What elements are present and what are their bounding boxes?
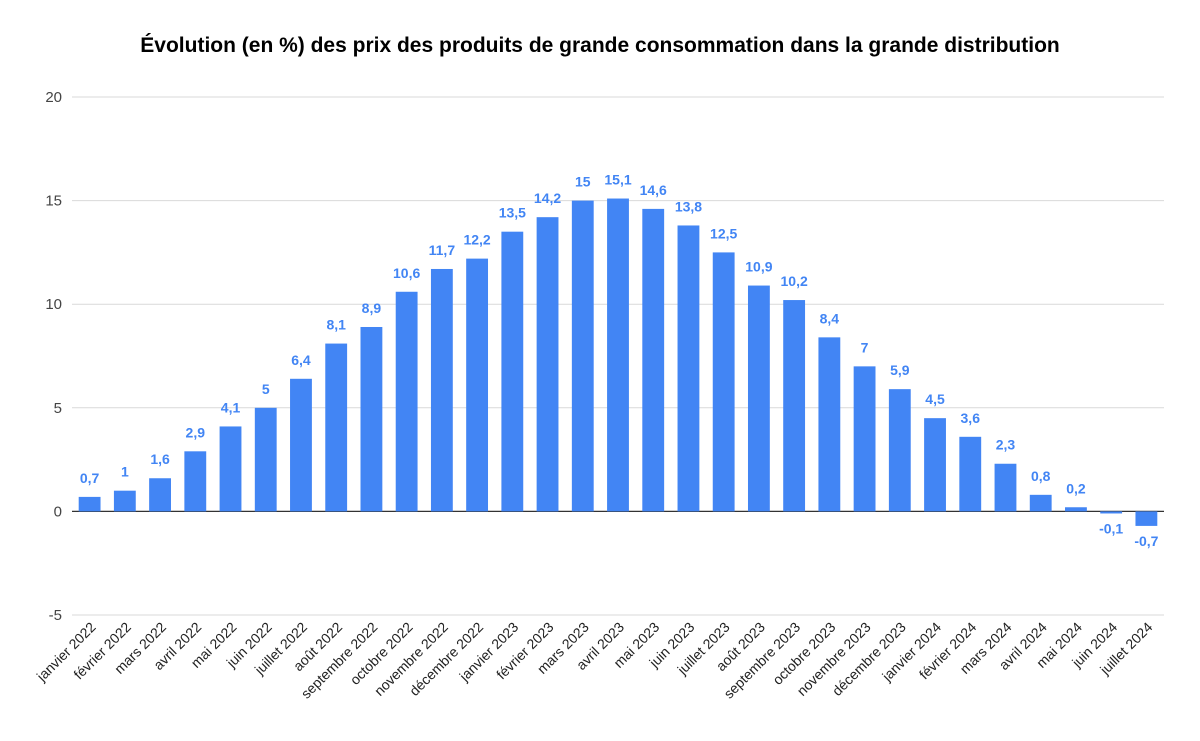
bar [360, 326, 383, 512]
bar [783, 300, 806, 512]
bar [1029, 494, 1052, 512]
bar [501, 231, 524, 512]
bar [747, 285, 770, 512]
bar [219, 426, 242, 512]
data-label: 2,9 [186, 424, 206, 440]
bar [959, 436, 982, 512]
data-label: 1,6 [150, 451, 170, 467]
data-label: 0,2 [1066, 480, 1086, 496]
data-label: 13,8 [675, 198, 702, 214]
bar [184, 451, 207, 512]
bar [571, 200, 594, 512]
data-label: 1 [121, 464, 129, 480]
data-label: 5 [262, 381, 270, 397]
data-label: 5,9 [890, 362, 910, 378]
data-label: 7 [861, 339, 869, 355]
data-label: 14,2 [534, 190, 561, 206]
data-label: 15,1 [604, 172, 631, 188]
bar [466, 258, 489, 512]
data-label: 12,5 [710, 225, 737, 241]
y-tick-label: -5 [49, 607, 62, 624]
bar [113, 490, 136, 512]
bar [254, 407, 277, 512]
data-label: 4,1 [221, 399, 241, 415]
data-label: 10,2 [781, 273, 808, 289]
data-label: 3,6 [961, 410, 981, 426]
data-label: 14,6 [640, 182, 667, 198]
bar [853, 366, 876, 512]
bar [642, 208, 665, 512]
y-tick-label: 10 [45, 296, 62, 313]
data-label: 8,1 [326, 317, 346, 333]
data-label: 13,5 [499, 205, 526, 221]
data-label: -0,1 [1099, 520, 1123, 536]
bar [325, 343, 348, 512]
data-label: 11,7 [429, 242, 456, 258]
bar [78, 496, 101, 512]
data-label: 10,6 [393, 265, 420, 281]
bar [1100, 511, 1123, 514]
bar [818, 337, 841, 512]
data-label: 15 [575, 174, 591, 190]
bar [607, 198, 629, 512]
bar [290, 378, 312, 512]
bar [1065, 507, 1087, 512]
bar [1135, 511, 1158, 526]
y-tick-label: 5 [54, 400, 62, 417]
data-label: 4,5 [925, 391, 945, 407]
bar [994, 463, 1017, 512]
chart-title: Évolution (en %) des prix des produits d… [140, 34, 1060, 57]
bar [924, 418, 946, 512]
data-label: 0,8 [1031, 468, 1051, 484]
bar [888, 389, 911, 512]
data-label: 8,9 [362, 300, 382, 316]
bar [712, 252, 735, 512]
bar [430, 268, 453, 512]
bar [395, 291, 418, 512]
data-label: 12,2 [463, 232, 490, 248]
y-tick-label: 15 [45, 193, 62, 210]
y-tick-label: 0 [54, 503, 62, 520]
data-label: 6,4 [291, 352, 311, 368]
bar [536, 217, 559, 512]
data-label: 0,7 [80, 470, 100, 486]
bar [149, 478, 171, 512]
data-label: -0,7 [1134, 533, 1158, 549]
data-label: 8,4 [820, 310, 840, 326]
y-tick-label: 20 [45, 89, 62, 106]
bar [677, 225, 700, 512]
data-label: 2,3 [996, 437, 1016, 453]
data-label: 10,9 [745, 259, 772, 275]
